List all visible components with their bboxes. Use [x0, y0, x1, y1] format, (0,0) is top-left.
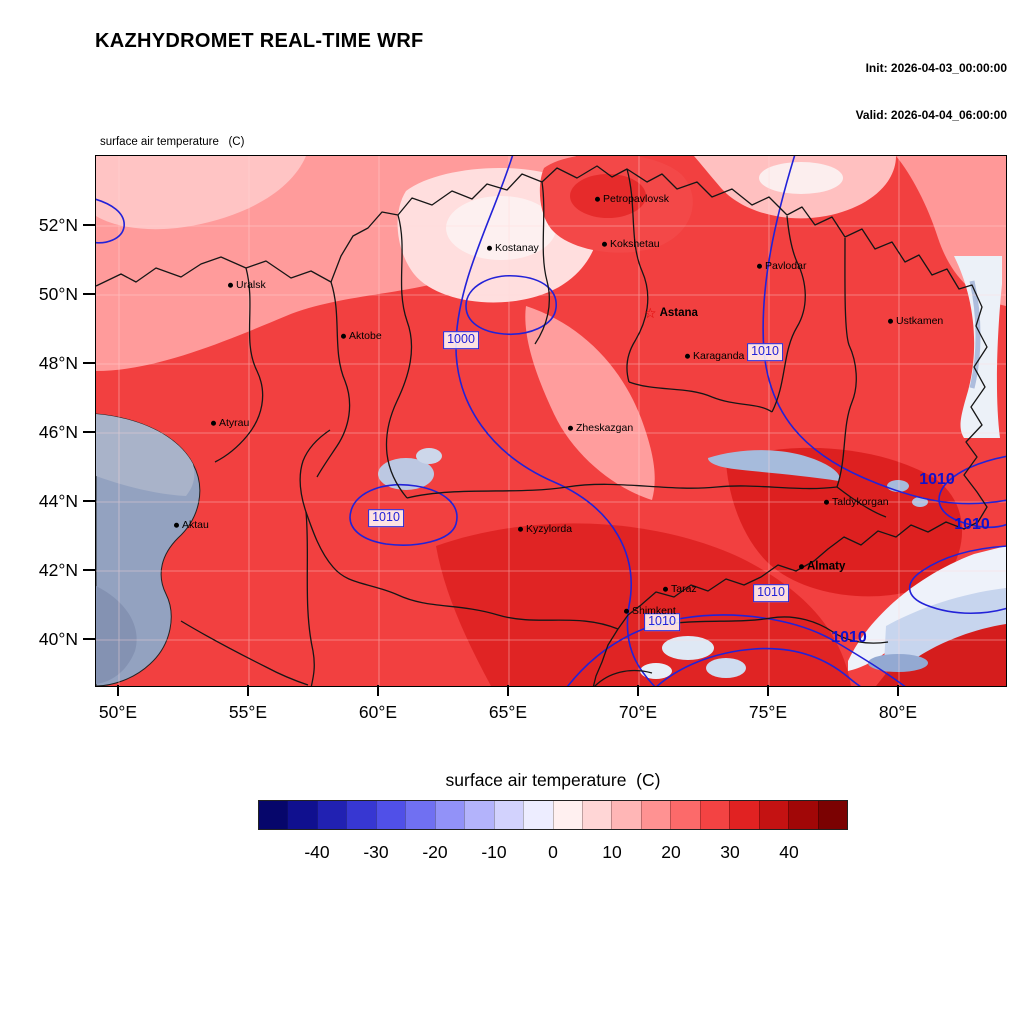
colorbar-segment [259, 801, 288, 829]
y-axis-tick-mark [83, 500, 95, 502]
colorbar-ticks: -40 -30 -20 -10 0 10 20 30 40 [258, 842, 848, 866]
x-axis-tick-label: 60°E [358, 702, 398, 722]
colorbar-segment [729, 801, 759, 829]
colorbar-segment [523, 801, 553, 829]
map-plot-svg [96, 156, 1006, 686]
x-axis-tick-label: 80°E [878, 702, 918, 722]
init-time: Init: 2026-04-03_00:00:00 [865, 61, 1007, 76]
y-axis-tick-label: 40°N [38, 629, 78, 649]
colorbar-segment [788, 801, 818, 829]
colorbar-segment [611, 801, 641, 829]
colorbar-tick-label: -10 [481, 842, 507, 862]
colorbar-tick-label: 40 [779, 842, 799, 862]
y-axis-tick-label: 50°N [38, 284, 78, 304]
colorbar: surface air temperature (C) -40 -30 -20 -10… [258, 770, 848, 866]
colorbar-segment [405, 801, 435, 829]
colorbar-segment [640, 801, 671, 829]
colorbar-tick-label: -30 [363, 842, 389, 862]
temperature-field [96, 156, 1006, 686]
water-bodies [96, 413, 928, 686]
x-axis-tick-label: 55°E [228, 702, 268, 722]
colorbar-segment [316, 801, 347, 829]
run-times: Init: 2026-04-03_00:00:00 Valid: 2026-04… [856, 30, 1007, 155]
y-axis-tick-label: 44°N [38, 491, 78, 511]
valid-time: Valid: 2026-04-04_06:00:00 [855, 107, 1007, 122]
colorbar-tick-label: 0 [548, 842, 558, 862]
x-axis-tick-label: 70°E [618, 702, 658, 722]
colorbar-segment [758, 801, 789, 829]
y-axis-tick-label: 52°N [38, 215, 78, 235]
y-axis-tick-mark [83, 224, 95, 226]
field-label-temperature: surface air temperature (C) [100, 136, 245, 149]
x-axis-tick-label: 50°E [98, 702, 138, 722]
colorbar-segment [464, 801, 494, 829]
aral-sea [378, 458, 434, 490]
map-canvas: 1000 1010 1010 1010 1010 1010 1010 1010 Petropa… [95, 155, 1007, 687]
y-axis-tick-mark [83, 569, 95, 571]
colorbar-segment [817, 801, 848, 829]
colorbar-segment [434, 801, 465, 829]
colorbar-title: surface air temperature (C) [445, 770, 661, 790]
y-axis-tick-mark [83, 431, 95, 433]
lake-balkhash [708, 450, 840, 481]
kazakhstan-outline [96, 165, 988, 686]
colorbar-segment [287, 801, 317, 829]
graticule [96, 156, 1006, 686]
colorbar-swatches [258, 800, 848, 830]
y-axis-tick-mark [83, 638, 95, 640]
colorbar-segment [493, 801, 524, 829]
colorbar-tick-label: -20 [422, 842, 448, 862]
colorbar-tick-label: 20 [661, 842, 681, 862]
colorbar-segment [670, 801, 700, 829]
colorbar-segment [699, 801, 730, 829]
y-axis-tick-label: 42°N [38, 560, 78, 580]
lake-issykkul [868, 654, 928, 672]
y-axis-tick-label: 48°N [38, 353, 78, 373]
y-axis-tick-label: 46°N [38, 422, 78, 442]
colorbar-segment [581, 801, 612, 829]
x-axis-tick-label: 65°E [488, 702, 528, 722]
colorbar-tick-label: 10 [602, 842, 622, 862]
colorbar-segment [346, 801, 376, 829]
y-axis-tick-mark [83, 362, 95, 364]
page-title: KAZHYDROMET REAL-TIME WRF [95, 30, 424, 52]
x-axis-tick-label: 75°E [748, 702, 788, 722]
y-axis-tick-mark [83, 293, 95, 295]
colorbar-segment [375, 801, 406, 829]
colorbar-tick-label: -40 [304, 842, 330, 862]
region-borders [96, 165, 988, 686]
colorbar-segment [552, 801, 582, 829]
colorbar-tick-label: 30 [720, 842, 740, 862]
